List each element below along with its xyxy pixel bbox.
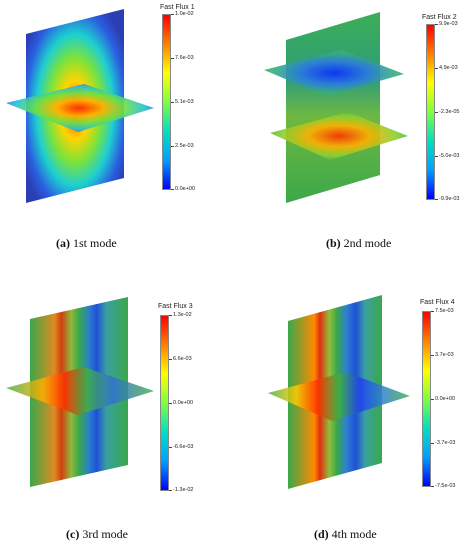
colorbar xyxy=(160,315,169,491)
colorbar-tick: -3.7e-03 xyxy=(431,440,456,446)
colorbar-title: Fast Flux 4 xyxy=(420,299,455,306)
flux-visualization-4 xyxy=(268,295,410,489)
colorbar xyxy=(162,14,171,190)
colorbar-tick: 5.1e-03 xyxy=(171,99,194,105)
panel-a-1st-mode: Fast Flux 1 1.0e-02 7.6e-03 5.1e-03 2.5e… xyxy=(0,0,232,275)
colorbar xyxy=(422,311,431,487)
caption-text: 3rd mode xyxy=(79,527,128,541)
colorbar-tick: 1.3e-02 xyxy=(169,312,192,318)
colorbar-tick: 0.0e+00 xyxy=(168,400,194,406)
colorbar-title: Fast Flux 2 xyxy=(422,14,457,21)
horizontal-plane-bottom xyxy=(270,112,408,160)
flux-visualization-2 xyxy=(264,12,408,203)
colorbar-tick: 1.0e-02 xyxy=(171,11,194,17)
colorbar xyxy=(426,24,435,200)
caption-label: (a) xyxy=(56,236,70,250)
caption-text: 2nd mode xyxy=(340,236,392,250)
horizontal-plane-top xyxy=(264,50,404,96)
caption-text: 4th mode xyxy=(328,527,377,541)
colorbar-tick: -2.3e-05 xyxy=(435,109,460,115)
colorbar-tick: 3.7e-03 xyxy=(431,352,454,358)
caption-label: (b) xyxy=(326,236,341,250)
figure-caption: (d) 4th mode xyxy=(314,527,377,542)
colorbar-tick: 4.9e-03 xyxy=(435,65,458,71)
colorbar-tick: 0.0e+00 xyxy=(430,396,456,402)
caption-label: (d) xyxy=(314,527,329,541)
horizontal-plane xyxy=(268,372,410,421)
flux-visualization-1 xyxy=(6,9,154,203)
horizontal-plane xyxy=(6,367,154,415)
panel-b-2nd-mode: Fast Flux 2 9.9e-03 4.9e-03 -2.3e-05 -5.… xyxy=(232,0,465,275)
figure-caption: (a) 1st mode xyxy=(56,236,117,251)
caption-text: 1st mode xyxy=(70,236,117,250)
colorbar-tick: 2.5e-03 xyxy=(171,143,194,149)
colorbar-tick: -1.3e-02 xyxy=(169,487,194,493)
caption-label: (c) xyxy=(66,527,80,541)
colorbar-tick: 7.5e-03 xyxy=(431,308,454,314)
figure-caption: (c) 3rd mode xyxy=(66,527,128,542)
colorbar-title: Fast Flux 1 xyxy=(160,4,195,11)
vertical-plane xyxy=(286,12,380,203)
colorbar-tick: 9.9e-03 xyxy=(435,21,458,27)
colorbar-tick: 6.6e-03 xyxy=(169,356,192,362)
colorbar-tick: -9.9e-03 xyxy=(435,196,460,202)
flux-visualization-3 xyxy=(6,297,154,487)
colorbar-tick: -7.5e-03 xyxy=(431,483,456,489)
colorbar-tick: 7.6e-03 xyxy=(171,55,194,61)
colorbar-tick: -6.6e-03 xyxy=(169,444,194,450)
panel-c-3rd-mode: Fast Flux 3 1.3e-02 6.6e-03 0.0e+00 -6.6… xyxy=(0,275,232,550)
horizontal-plane xyxy=(6,84,154,132)
colorbar-tick: 0.0e+00 xyxy=(170,186,196,192)
colorbar-tick: -5.0e-03 xyxy=(435,153,460,159)
colorbar-title: Fast Flux 3 xyxy=(158,303,193,310)
panel-d-4th-mode: Fast Flux 4 7.5e-03 3.7e-03 0.0e+00 -3.7… xyxy=(232,275,465,550)
figure-caption: (b) 2nd mode xyxy=(326,236,391,251)
